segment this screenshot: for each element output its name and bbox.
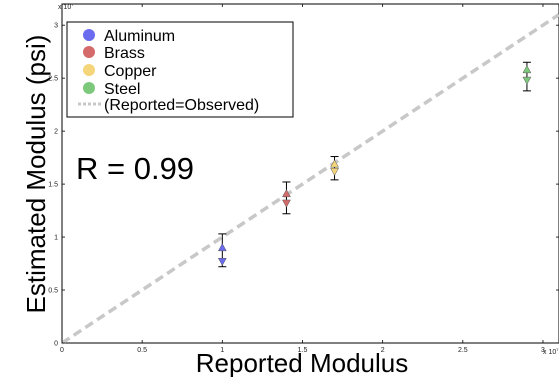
- y-exponent-label: x 107: [58, 2, 74, 11]
- legend-marker-brass: [83, 46, 95, 58]
- y-tick-label: 0.5: [48, 288, 58, 295]
- y-tick-label: 0: [54, 341, 58, 348]
- data-point-copper: [330, 159, 339, 168]
- data-point-brass: [282, 199, 291, 208]
- y-tick-label: 3: [54, 23, 58, 30]
- x-exponent-power: 7: [556, 347, 559, 352]
- x-tick-label: 0: [60, 347, 64, 354]
- x-tick-label: 2.5: [458, 347, 468, 354]
- legend-marker-steel: [83, 82, 95, 94]
- legend-marker-aluminum: [83, 29, 95, 41]
- data-point-steel: [522, 76, 532, 85]
- data-point-aluminum: [217, 243, 227, 252]
- y-exponent-power: 7: [71, 2, 74, 7]
- y-exponent-base: x 10: [58, 4, 71, 11]
- x-tick-label: 2: [381, 347, 385, 354]
- legend-label-steel: Steel: [104, 81, 140, 98]
- y-tick-label: 1.5: [48, 182, 58, 189]
- legend-label-reference: (Reported=Observed): [104, 97, 259, 114]
- x-tick-label: 1.5: [298, 347, 308, 354]
- data-point-steel: [522, 65, 532, 74]
- reference-line-layer: [61, 13, 559, 345]
- x-tick-label: 1: [220, 347, 224, 354]
- y-tick-label: 2: [54, 129, 58, 136]
- x-exponent-base: x 10: [543, 349, 556, 356]
- legend-label-brass: Brass: [104, 45, 145, 62]
- x-axis-label: Reported Modulus: [196, 348, 408, 377]
- correlation-annotation: R = 0.99: [76, 151, 194, 186]
- y-tick-label: 1: [54, 235, 58, 242]
- reference-line: [61, 13, 559, 345]
- legend: Aluminum Brass Copper Steel (Reported=Ob…: [66, 21, 294, 118]
- legend-box: [66, 21, 294, 118]
- data-point-aluminum: [217, 257, 227, 266]
- x-tick-label: 0.5: [137, 347, 147, 354]
- legend-label-aluminum: Aluminum: [104, 28, 175, 45]
- axis-ticks-layer: 0 0.5 1 1.5 2 2.5 3 0 0.5 1 1.5 2 2.5 3: [48, 4, 559, 354]
- x-tick-label: 3: [541, 347, 545, 354]
- y-axis-label: Estimated Modulus (psi): [21, 35, 51, 314]
- y-tick-label: 2.5: [48, 76, 58, 83]
- data-point-copper: [330, 167, 339, 176]
- data-marks-layer: [217, 61, 532, 268]
- legend-marker-copper: [83, 64, 95, 76]
- legend-label-copper: Copper: [104, 63, 157, 80]
- data-point-brass: [282, 189, 291, 198]
- x-exponent-label: x 107: [543, 347, 559, 356]
- plot-frame: [61, 3, 559, 344]
